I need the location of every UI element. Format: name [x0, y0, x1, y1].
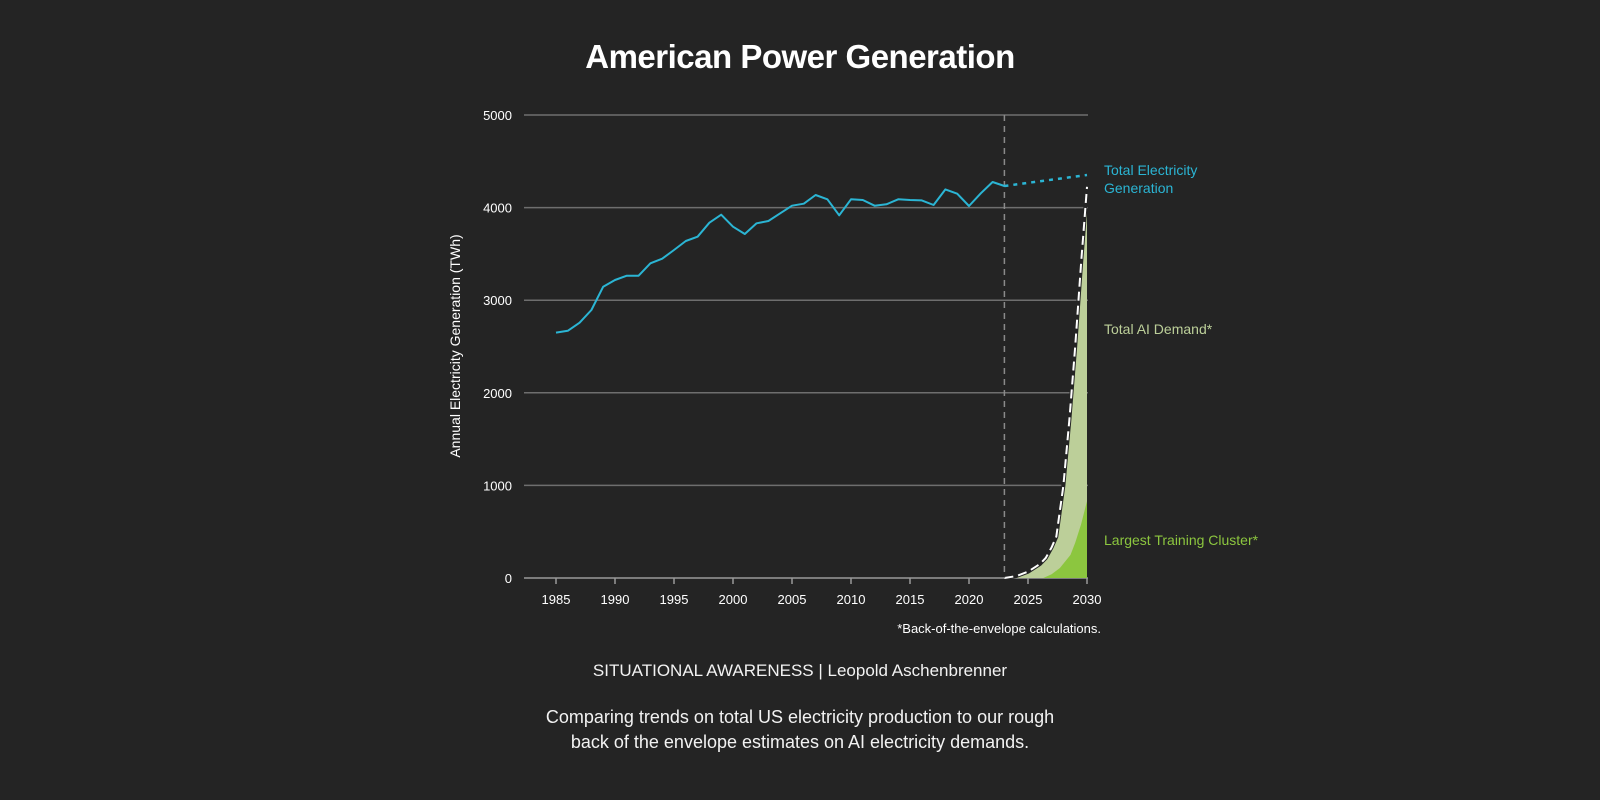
y-tick-label: 5000 — [483, 108, 512, 123]
x-tick-label: 2025 — [1014, 592, 1043, 607]
y-tick-label: 0 — [505, 571, 512, 586]
chart-title: American Power Generation — [585, 38, 1015, 75]
x-tick-label: 2030 — [1073, 592, 1102, 607]
y-tick-label: 4000 — [483, 201, 512, 216]
caption: Comparing trends on total US electricity… — [0, 705, 1600, 755]
generation-projection-line — [1004, 173, 1088, 188]
x-tick-label: 1990 — [601, 592, 630, 607]
ai-demand-outline — [1004, 186, 1088, 579]
label-total-electricity-generation: Generation — [1104, 180, 1173, 196]
y-axis-label: Annual Electricity Generation (TWh) — [447, 234, 463, 457]
label-total-electricity-generation: Total Electricity — [1104, 162, 1197, 178]
training-cluster-area — [1043, 501, 1087, 578]
caption-line-1: Comparing trends on total US electricity… — [545, 707, 1055, 727]
y-tick-label: 1000 — [483, 478, 512, 493]
ai-demand-area — [1004, 186, 1087, 579]
y-axis-ticks: 0 1000 2000 3000 4000 5000 — [483, 108, 512, 586]
x-tick-label: 2000 — [719, 592, 748, 607]
credit-line: SITUATIONAL AWARENESS | Leopold Aschenbr… — [592, 661, 1008, 680]
x-tick-label: 2005 — [778, 592, 807, 607]
generation-line — [555, 181, 1005, 334]
gridlines — [524, 114, 1088, 487]
x-tick-label: 2020 — [955, 592, 984, 607]
label-total-ai-demand: Total AI Demand* — [1104, 321, 1213, 337]
y-tick-label: 3000 — [483, 293, 512, 308]
ai-areas — [1004, 186, 1089, 580]
x-tick-label: 2010 — [837, 592, 866, 607]
footnote: *Back-of-the-envelope calculations. — [897, 621, 1101, 636]
y-tick-label: 2000 — [483, 386, 512, 401]
x-axis: 1985 1990 1995 2000 2005 2010 2015 2020 2025 2030 — [524, 577, 1102, 607]
x-tick-label: 1995 — [660, 592, 689, 607]
caption-line-2: back of the envelope estimates on AI ele… — [570, 732, 1030, 752]
label-largest-training-cluster: Largest Training Cluster* — [1104, 532, 1259, 548]
x-tick-label: 2015 — [896, 592, 925, 607]
x-tick-label: 1985 — [542, 592, 571, 607]
series-lines — [555, 115, 1088, 578]
series-labels: Total Electricity Generation Total AI Dema… — [1104, 162, 1259, 548]
